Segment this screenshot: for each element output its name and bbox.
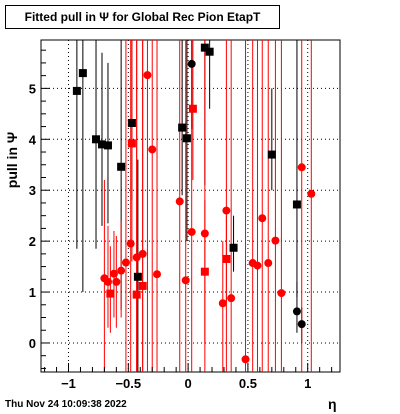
data-point-square	[72, 86, 81, 95]
data-point-circle	[112, 277, 121, 286]
data-point-circle	[241, 355, 250, 364]
data-point-square	[78, 69, 87, 78]
data-point-circle	[187, 59, 196, 68]
y-axis-label-text: pull in Ψ	[4, 131, 20, 189]
data-point-square	[106, 289, 115, 298]
data-point-square	[267, 150, 276, 159]
data-point-circle	[297, 320, 306, 329]
data-point-circle	[258, 214, 267, 223]
x-tick-label: −0.5	[115, 376, 141, 391]
y-tick-label: 3	[29, 183, 36, 198]
data-point-square	[132, 290, 141, 299]
y-tick-label: 4	[29, 132, 37, 147]
data-point-circle	[143, 71, 152, 80]
data-point-circle	[126, 239, 135, 248]
plot-frame	[40, 39, 341, 373]
data-point-circle	[292, 307, 301, 316]
axes: −1 −0.5 0 0.5 1 0 1 2 3 4 5	[29, 49, 333, 391]
data-point-square	[229, 243, 238, 252]
data-point-square	[97, 140, 106, 149]
y-tick-label: 0	[29, 336, 36, 351]
data-point-circle	[227, 294, 236, 303]
data-point-square	[133, 272, 142, 281]
data-point-circle	[148, 145, 157, 154]
data-point-circle	[222, 206, 231, 215]
data-point-square	[117, 162, 126, 171]
data-point-square	[188, 104, 197, 113]
x-tick-label: 0.5	[239, 376, 257, 391]
x-tick-label: 0	[184, 376, 191, 391]
data-point-square	[178, 123, 187, 132]
data-point-circle	[138, 249, 147, 258]
data-point-circle	[200, 229, 209, 238]
chart-title-text: Fitted pull in Ψ for Global Rec Pion Eta…	[24, 10, 261, 24]
data-point-square	[103, 141, 112, 150]
data-point-circle	[181, 276, 190, 285]
y-tick-label: 5	[29, 81, 36, 96]
data-point-circle	[297, 163, 306, 172]
data-point-circle	[271, 236, 280, 245]
data-point-circle	[218, 299, 227, 308]
data-point-square	[182, 134, 191, 143]
y-tick-label: 1	[29, 285, 36, 300]
data-point-circle	[103, 277, 112, 286]
grid-lines	[41, 40, 340, 372]
data-point-circle	[264, 259, 273, 268]
data-point-circle	[277, 289, 286, 298]
y-axis-label: pull in Ψ	[2, 105, 22, 215]
data-point-circle	[307, 189, 316, 198]
data-markers	[72, 43, 316, 364]
x-tick-label: −1	[61, 376, 76, 391]
data-point-circle	[175, 197, 184, 206]
footer-timestamp: Thu Nov 24 10:09:38 2022	[5, 399, 127, 410]
x-axis-label: η	[328, 396, 337, 412]
data-point-circle	[132, 253, 141, 262]
data-point-circle	[109, 269, 118, 278]
data-point-square	[127, 139, 136, 148]
data-point-square	[205, 47, 214, 56]
data-point-square	[138, 281, 147, 290]
x-tick-label: 1	[304, 376, 311, 391]
data-point-square	[292, 200, 301, 209]
data-point-circle	[117, 266, 126, 275]
data-point-square	[127, 119, 136, 127]
chart-title: Fitted pull in Ψ for Global Rec Pion Eta…	[5, 5, 280, 29]
data-point-circle	[187, 227, 196, 236]
data-point-square	[222, 254, 231, 263]
y-tick-label: 2	[29, 234, 36, 249]
data-point-square	[200, 267, 209, 276]
data-point-circle	[153, 270, 162, 279]
data-point-square	[200, 43, 209, 52]
data-point-circle	[121, 258, 130, 267]
data-point-circle	[253, 261, 262, 270]
data-point-square	[92, 135, 101, 144]
